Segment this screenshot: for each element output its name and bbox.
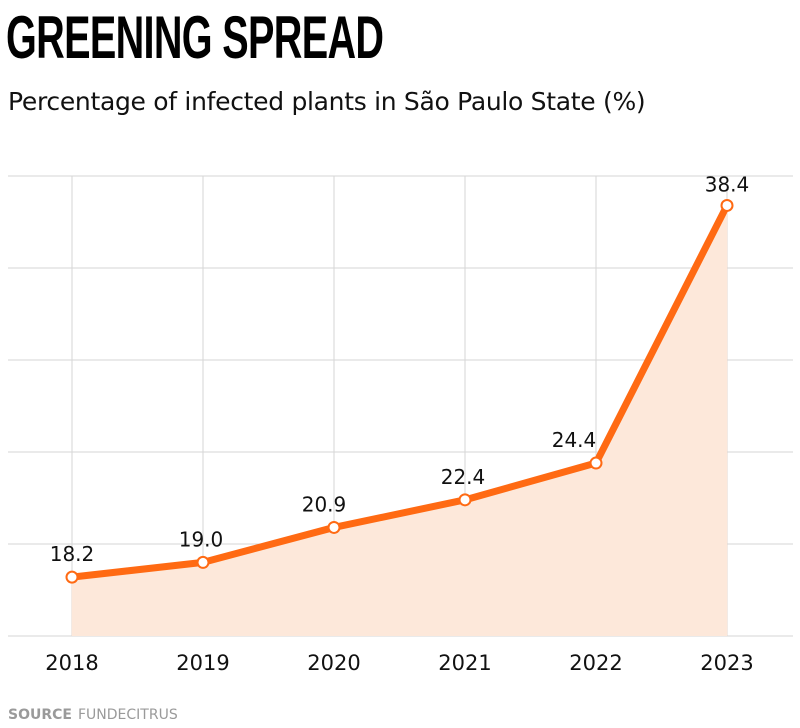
- data-point-2018: [65, 570, 79, 584]
- series-line: [68, 201, 731, 581]
- data-points-layer: [65, 198, 734, 584]
- data-point-2019: [196, 555, 210, 569]
- x-axis-tick-labels: 2018 2019 2020 2021 2022 2023: [45, 651, 753, 675]
- x-tick-label-2021: 2021: [438, 651, 491, 675]
- x-tick-label-2019: 2019: [176, 651, 229, 675]
- area-fill-layer: [72, 205, 727, 636]
- data-labels-layer: 18.2 19.0 20.9 22.4 24.4 38.4: [50, 172, 750, 566]
- data-point-2023: [720, 198, 734, 212]
- data-label-2021: 22.4: [441, 465, 486, 489]
- source-value: FUNDECITRUS: [77, 707, 178, 723]
- data-label-2022: 24.4: [552, 428, 597, 452]
- chart-subtitle: Percentage of infected plants in São Pau…: [8, 87, 646, 116]
- line-layer: [68, 201, 731, 581]
- x-tick-label-2020: 2020: [307, 651, 360, 675]
- data-label-2020: 20.9: [302, 492, 347, 516]
- chart-title: GREENING SPREAD: [6, 4, 384, 71]
- data-label-2023: 38.4: [705, 172, 750, 196]
- source-label: SOURCE: [8, 707, 72, 723]
- data-point-2021: [458, 493, 472, 507]
- data-label-2018: 18.2: [50, 542, 95, 566]
- line-area-chart: 18.2 19.0 20.9 22.4 24.4 38.4 2018 2019 2020 202…: [8, 172, 793, 675]
- x-tick-label-2022: 2022: [569, 651, 622, 675]
- data-label-2019: 19.0: [179, 527, 224, 551]
- x-tick-label-2023: 2023: [700, 651, 753, 675]
- data-point-2022: [589, 456, 603, 470]
- source-note: SOURCE FUNDECITRUS: [8, 707, 178, 723]
- data-point-2020: [327, 520, 341, 534]
- x-tick-label-2018: 2018: [45, 651, 98, 675]
- area-fill: [72, 205, 727, 636]
